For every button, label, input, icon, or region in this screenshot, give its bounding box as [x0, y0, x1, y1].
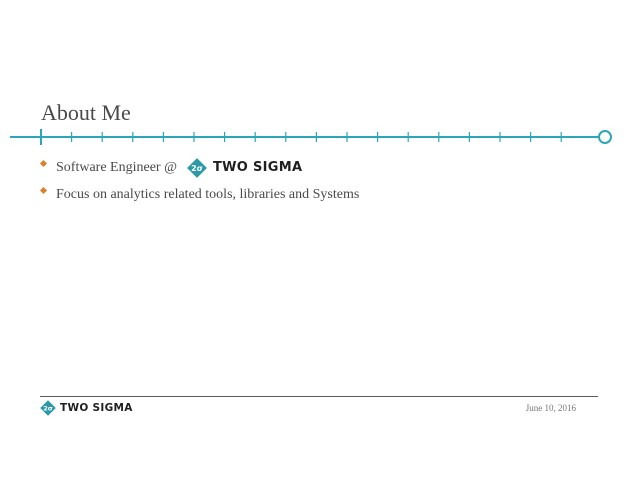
two-sigma-logo-icon: 2σ — [40, 400, 56, 416]
timeline-divider — [10, 129, 612, 145]
two-sigma-logo: 2σ TWO SIGMA — [187, 157, 303, 178]
timeline-end-circle-icon — [598, 130, 612, 144]
bullet-text: Software Engineer @ — [56, 159, 177, 175]
timeline-ticks — [40, 129, 562, 145]
footer-logo: 2σ TWO SIGMA — [40, 400, 133, 416]
logo-mark-text: 2σ — [43, 405, 53, 413]
two-sigma-logo-icon: 2σ — [187, 157, 207, 178]
bullet-diamond-icon — [39, 159, 48, 168]
bullet-diamond-icon — [39, 186, 48, 195]
bullet-text: Focus on analytics related tools, librar… — [56, 186, 360, 202]
slide-title: About Me — [41, 100, 131, 125]
footer-date: June 10, 2016 — [525, 403, 576, 413]
logo-wordmark: TWO SIGMA — [212, 159, 303, 175]
bullet-list: Software Engineer @ 2σ TWO SIGMA Focus o… — [39, 154, 360, 208]
footer-divider — [40, 396, 598, 397]
bullet-item-focus: Focus on analytics related tools, librar… — [39, 181, 360, 208]
footer-logo-wordmark: TWO SIGMA — [60, 402, 133, 414]
logo-mark-text: 2σ — [191, 164, 203, 173]
bullet-item-role: Software Engineer @ 2σ TWO SIGMA — [39, 154, 359, 181]
